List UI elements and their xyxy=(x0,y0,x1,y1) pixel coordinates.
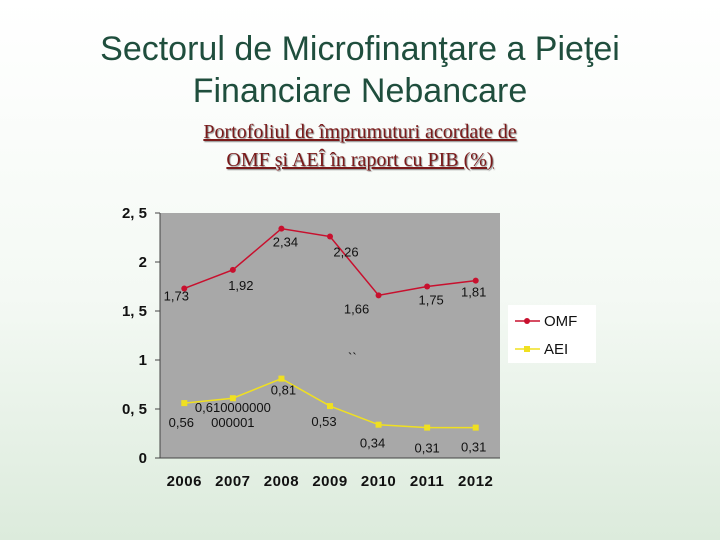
y-tick-label: 1, 5 xyxy=(122,303,147,320)
point-omf xyxy=(424,283,431,290)
x-tick-label: 2006 xyxy=(167,473,202,490)
y-tick-label: 2, 5 xyxy=(122,205,147,222)
data-label-aei: 0,81 xyxy=(271,383,296,398)
data-label-aei: 0,53 xyxy=(311,414,336,429)
x-tick-label: 2011 xyxy=(410,473,445,490)
data-label-omf: 1,81 xyxy=(461,285,486,300)
data-label-aei: 0,610000000 000001 xyxy=(195,400,271,430)
point-omf xyxy=(278,225,285,232)
point-omf xyxy=(375,292,382,299)
slide-title-line1: Sectorul de Microfinanţare a Pieţei xyxy=(100,30,620,68)
slide-title: Sectorul de Microfinanţare a Pieţei Fina… xyxy=(0,28,720,112)
legend-marker-omf xyxy=(524,318,530,324)
data-label-omf: 1,92 xyxy=(228,278,253,293)
point-aei xyxy=(375,421,382,428)
point-aei xyxy=(424,424,431,431)
point-aei xyxy=(278,375,285,382)
data-label-aei: 0,34 xyxy=(360,436,385,451)
y-tick-label: 0 xyxy=(139,450,147,467)
point-aei xyxy=(472,424,479,431)
x-tick-label: 2012 xyxy=(458,473,493,490)
stray-mark: `` xyxy=(348,350,357,365)
chart-subtitle: Portofoliul de împrumuturi acordate de O… xyxy=(0,118,720,174)
data-label-omf: 2,26 xyxy=(333,245,358,260)
data-label-omf: 1,73 xyxy=(164,288,189,303)
data-label-aei: 0,31 xyxy=(461,440,486,455)
legend-box xyxy=(508,305,596,363)
y-tick-label: 0, 5 xyxy=(122,401,147,418)
y-tick-label: 1 xyxy=(139,352,147,369)
x-tick-label: 2010 xyxy=(361,473,396,490)
y-tick-label: 2 xyxy=(139,254,147,271)
data-label-aei: 0,31 xyxy=(414,441,439,456)
point-omf xyxy=(327,233,333,240)
data-label-omf: 1,75 xyxy=(418,293,443,308)
slide-title-line2: Financiare Nebancare xyxy=(192,72,528,110)
legend-marker-aei xyxy=(524,346,530,352)
point-omf xyxy=(472,277,479,284)
point-aei xyxy=(229,395,236,402)
legend-label-omf: OMF xyxy=(544,313,577,330)
point-aei xyxy=(181,400,188,407)
point-omf xyxy=(229,266,236,273)
data-label-omf: 1,66 xyxy=(344,301,369,316)
x-tick-label: 2008 xyxy=(264,473,299,490)
x-tick-label: 2007 xyxy=(215,473,250,490)
legend-label-aei: AEI xyxy=(544,341,568,358)
data-label-omf: 2,34 xyxy=(273,235,298,250)
data-label-aei: 0,56 xyxy=(169,415,194,430)
point-aei xyxy=(327,403,333,410)
point-omf xyxy=(181,285,188,292)
chart-subtitle-line2: OMF şi AEÎ în raport cu PIB (%) xyxy=(226,149,494,171)
chart-subtitle-line1: Portofoliul de împrumuturi acordate de xyxy=(203,121,517,143)
plot-area xyxy=(160,213,500,458)
x-tick-label: 2009 xyxy=(312,473,347,490)
